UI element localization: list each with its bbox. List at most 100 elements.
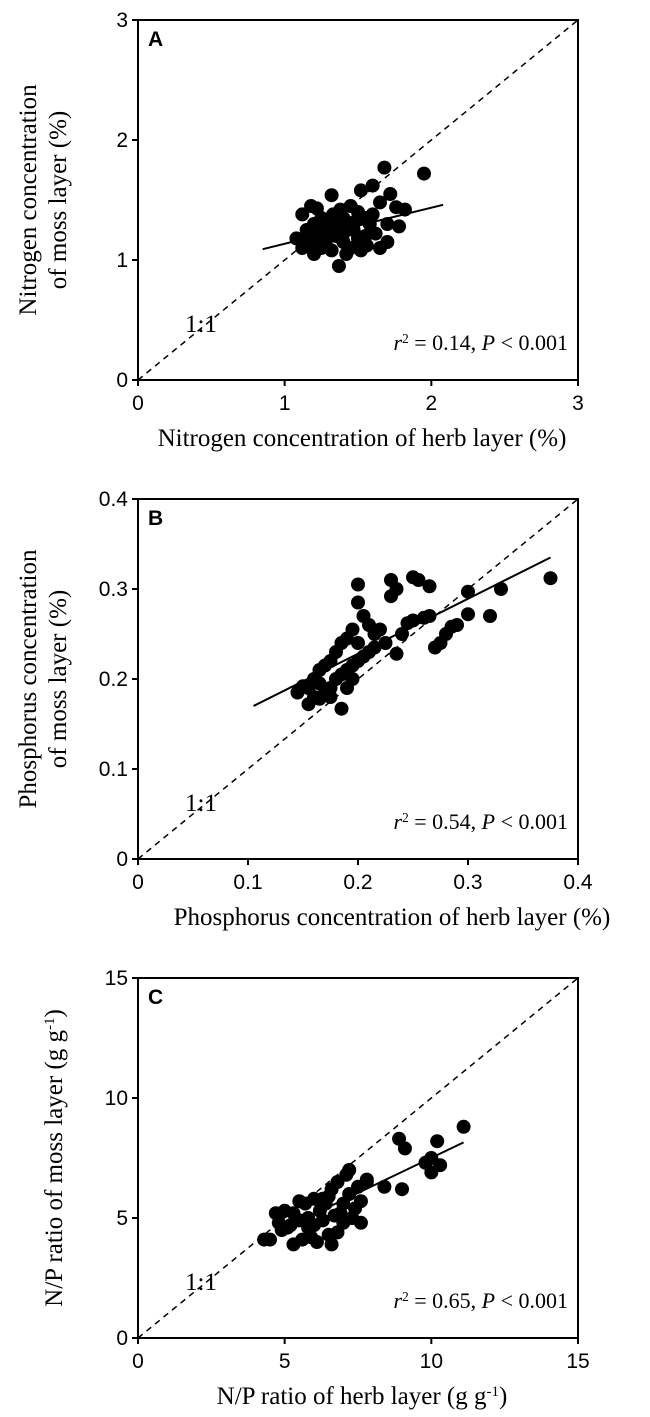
y-tick-label: 0.3 (99, 578, 128, 601)
plot-frame (137, 977, 579, 1339)
x-axis-label: Nitrogen concentration of herb layer (%) (158, 425, 567, 452)
label-part: -1 (42, 1018, 58, 1031)
label-part: Nitrogen concentration of herb layer (%) (158, 425, 567, 452)
label-part: 2 (402, 810, 409, 825)
point (323, 690, 338, 704)
y-axis-label: N/P ratio of moss layer (g g-1) (41, 1009, 68, 1307)
label-part: < 0.001 (495, 1288, 568, 1313)
label-part: P (481, 330, 495, 355)
label-part: = 0.65, (409, 1288, 482, 1313)
fit-line (262, 203, 444, 251)
panel-label: A (148, 28, 163, 51)
point (424, 1165, 439, 1180)
point (290, 685, 305, 700)
point (461, 607, 475, 622)
x-tick-label: 2 (425, 392, 437, 415)
point (351, 636, 365, 650)
point (397, 1141, 412, 1156)
label-part: Phosphorus concentration (15, 549, 42, 808)
plot-frame (137, 19, 579, 381)
y-axis-label: Phosphorus concentration (15, 549, 42, 808)
point (295, 207, 310, 222)
label-part: Nitrogen concentration (15, 84, 42, 316)
label-part: of moss layer (%) (45, 590, 72, 768)
point (334, 701, 349, 716)
point (351, 595, 365, 610)
y-tick-label: 1 (116, 249, 128, 272)
y-tick-label: 0 (116, 1327, 128, 1350)
fit-line (307, 1141, 465, 1218)
point (324, 243, 339, 258)
x-tick-label: 5 (279, 1350, 291, 1373)
point (257, 1232, 272, 1247)
point (339, 247, 354, 261)
panel-label: C (148, 986, 163, 1009)
point (365, 178, 380, 193)
point (383, 187, 398, 201)
point (309, 1235, 324, 1249)
label-part: P (481, 809, 495, 834)
label-part: ) (499, 1383, 507, 1410)
x-tick-label: 15 (566, 1350, 589, 1373)
point (373, 622, 387, 637)
point (331, 259, 346, 273)
point (324, 1237, 339, 1252)
point (380, 235, 395, 249)
y-tick-label: 0.1 (99, 758, 128, 781)
point (461, 584, 475, 599)
stat-label: r2 = 0.54, P < 0.001 (394, 809, 568, 834)
label-part: ) (41, 1009, 68, 1017)
reference-label: 1:1 (185, 311, 217, 338)
label-part: Phosphorus concentration of herb layer (… (174, 904, 611, 931)
reference-line (137, 498, 579, 860)
y-tick-label: 0.4 (99, 488, 129, 511)
x-tick-label: 3 (572, 392, 584, 415)
x-tick-label: 0.3 (453, 871, 482, 894)
y-axis-label: of moss layer (%) (45, 111, 72, 289)
label-part: 2 (402, 331, 409, 346)
x-axis-label: Phosphorus concentration of herb layer (… (174, 904, 611, 931)
stat-label: r2 = 0.65, P < 0.001 (394, 1288, 568, 1313)
reference-label: 1:1 (185, 790, 217, 817)
point (351, 577, 365, 592)
x-tick-label: 0 (132, 1350, 144, 1373)
panel: 0 0.1 0.2 0.3 0.4 0 0.1 0.2 0.3 0.4 B 1:1 r2 = 0.54,… (15, 488, 610, 931)
y-tick-label: 10 (105, 1087, 128, 1110)
point (333, 1206, 348, 1221)
point (271, 1215, 286, 1230)
label-part: -1 (487, 1384, 500, 1400)
point (359, 1172, 374, 1187)
x-tick-label: 1 (279, 392, 291, 415)
point (395, 1182, 409, 1197)
label-part: < 0.001 (495, 330, 568, 355)
label-part: = 0.54, (409, 809, 482, 834)
point (362, 217, 377, 231)
point (359, 238, 374, 253)
stat-label: r2 = 0.14, P < 0.001 (394, 330, 568, 355)
point (342, 1187, 357, 1201)
x-tick-label: 0.1 (233, 871, 262, 894)
point (483, 609, 497, 623)
point (353, 183, 368, 198)
point (353, 1215, 368, 1230)
point (373, 195, 387, 210)
point (428, 640, 442, 655)
point (345, 672, 360, 686)
reference-line (137, 19, 579, 381)
point (351, 205, 365, 219)
fit-line (253, 556, 551, 707)
x-tick-label: 0.2 (343, 871, 372, 894)
reference-line (137, 977, 579, 1339)
point (380, 217, 395, 231)
point (301, 1220, 316, 1235)
y-tick-label: 15 (105, 967, 128, 990)
point (543, 571, 558, 586)
panel-label: B (148, 507, 163, 530)
label-part: N/P ratio of herb layer (g g (217, 1383, 487, 1410)
label-part: r (394, 1288, 403, 1313)
point (312, 676, 327, 691)
point (456, 1119, 471, 1134)
label-part: r (394, 330, 403, 355)
label-part: N/P ratio of moss layer (g g (41, 1030, 68, 1307)
